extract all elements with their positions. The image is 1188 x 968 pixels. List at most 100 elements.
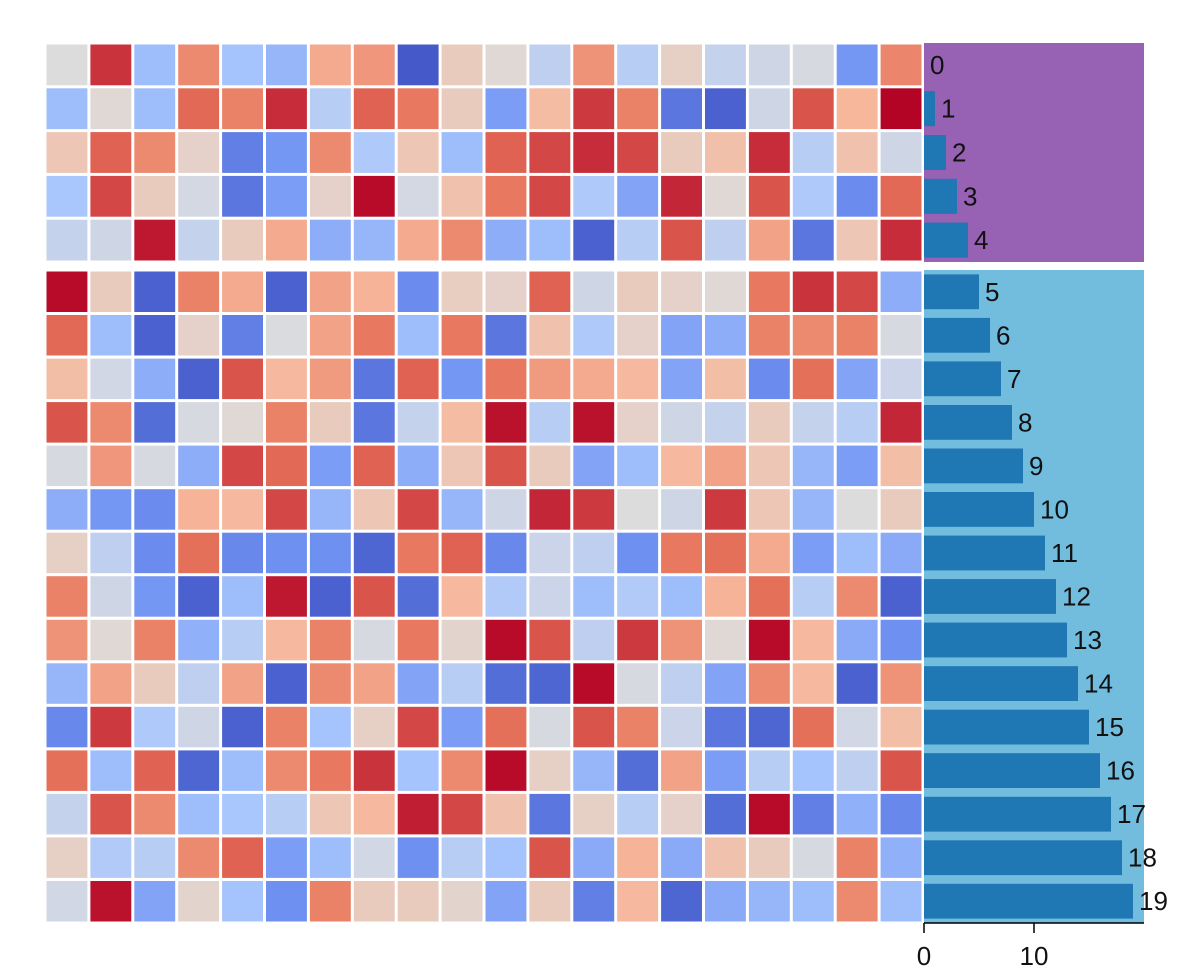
- heatmap-cell-r7-c7: [353, 358, 395, 400]
- heatmap-cell-r3-c15: [705, 175, 746, 217]
- heatmap-cell-r19-c10: [485, 881, 527, 922]
- heatmap-cell-r15-c6: [309, 706, 351, 748]
- heatmap-cell-r12-c16: [748, 576, 790, 617]
- heatmap-cell-r8-c14: [661, 402, 702, 443]
- heatmap-cell-r8-c3: [178, 402, 220, 443]
- heatmap-cell-r3-c10: [485, 175, 527, 217]
- heatmap-cell-r18-c18: [836, 837, 878, 878]
- heatmap-cell-r18-c5: [266, 837, 307, 878]
- bar-label-6: 6: [996, 320, 1010, 350]
- heatmap-cell-r13-c16: [748, 619, 790, 661]
- heatmap-cell-r10-c5: [266, 489, 307, 530]
- bar-label-18: 18: [1128, 843, 1157, 873]
- x-tick-label-10: 10: [1020, 941, 1049, 968]
- heatmap-cell-r18-c10: [485, 837, 527, 878]
- heatmap-cell-r13-c7: [353, 619, 395, 661]
- heatmap-cell-r4-c9: [441, 219, 483, 261]
- heatmap-cell-r5-c1: [90, 271, 132, 312]
- heatmap-cell-r6-c14: [661, 315, 702, 356]
- heatmap-cell-r8-c5: [266, 402, 307, 443]
- heatmap-cell-r13-c5: [266, 619, 307, 661]
- heatmap-cell-r3-c14: [661, 175, 702, 217]
- heatmap-cell-r5-c15: [705, 271, 746, 312]
- heatmap-cell-r15-c12: [573, 706, 615, 748]
- heatmap-cell-r17-c14: [661, 793, 702, 835]
- heatmap-cell-r1-c1: [90, 88, 132, 130]
- heatmap-cell-r11-c3: [178, 532, 220, 574]
- heatmap-cell-r8-c6: [309, 402, 351, 443]
- heatmap-cell-r13-c11: [529, 619, 571, 661]
- heatmap-cell-r0-c18: [836, 44, 878, 86]
- heatmap-cell-r8-c16: [748, 402, 790, 443]
- heatmap-cell-r0-c2: [134, 44, 176, 86]
- heatmap-cell-r2-c18: [836, 132, 878, 173]
- heatmap-cell-r12-c1: [90, 576, 132, 617]
- bar-12: [924, 579, 1056, 614]
- heatmap-cell-r13-c0: [46, 619, 88, 661]
- heatmap-cell-r3-c16: [748, 175, 790, 217]
- heatmap-cell-r3-c0: [46, 175, 88, 217]
- heatmap-cell-r13-c3: [178, 619, 220, 661]
- heatmap-cell-r12-c11: [529, 576, 571, 617]
- heatmap-cell-r0-c15: [705, 44, 746, 86]
- heatmap-cell-r11-c17: [792, 532, 834, 574]
- heatmap-cell-r14-c15: [705, 663, 746, 704]
- bar-15: [924, 709, 1089, 745]
- bar-7: [924, 361, 1001, 397]
- heatmap-cell-r12-c12: [573, 576, 615, 617]
- heatmap-cell-r19-c3: [178, 881, 220, 922]
- heatmap-cell-r8-c0: [46, 402, 88, 443]
- heatmap-cell-r15-c9: [441, 706, 483, 748]
- heatmap-cell-r6-c4: [222, 315, 263, 356]
- heatmap-cell-r7-c15: [705, 358, 746, 400]
- bar-1: [924, 91, 935, 127]
- bar-13: [924, 622, 1067, 658]
- heatmap-cell-r13-c9: [441, 619, 483, 661]
- heatmap-cell-r14-c6: [309, 663, 351, 704]
- bar-2: [924, 135, 946, 170]
- heatmap-cell-r5-c17: [792, 271, 834, 312]
- heatmap-cell-r12-c7: [353, 576, 395, 617]
- bar-10: [924, 492, 1034, 527]
- bar-label-2: 2: [952, 138, 966, 168]
- heatmap-cell-r1-c5: [266, 88, 307, 130]
- bar-label-10: 10: [1040, 494, 1069, 524]
- heatmap-cell-r15-c13: [617, 706, 659, 748]
- heatmap-cell-r16-c19: [880, 750, 922, 791]
- heatmap-cell-r1-c6: [309, 88, 351, 130]
- heatmap-cell-r0-c0: [46, 44, 88, 86]
- heatmap-cell-r16-c6: [309, 750, 351, 791]
- heatmap-cell-r5-c2: [134, 271, 176, 312]
- heatmap-cell-r15-c5: [266, 706, 307, 748]
- heatmap-cell-r2-c19: [880, 132, 922, 173]
- heatmap-cell-r6-c16: [748, 315, 790, 356]
- heatmap-cell-r0-c1: [90, 44, 132, 86]
- heatmap-cell-r13-c12: [573, 619, 615, 661]
- heatmap-cell-r9-c6: [309, 445, 351, 487]
- heatmap-cell-r9-c4: [222, 445, 263, 487]
- heatmap-cell-r9-c1: [90, 445, 132, 487]
- heatmap-cell-r3-c18: [836, 175, 878, 217]
- heatmap-cell-r15-c7: [353, 706, 395, 748]
- heatmap-cell-r1-c4: [222, 88, 263, 130]
- heatmap-cell-r10-c0: [46, 489, 88, 530]
- heatmap-cell-r10-c16: [748, 489, 790, 530]
- heatmap-cell-r3-c5: [266, 175, 307, 217]
- heatmap-cell-r5-c12: [573, 271, 615, 312]
- heatmap-cell-r19-c16: [748, 881, 790, 922]
- x-axis: 0 10: [917, 922, 1144, 968]
- heatmap-cell-r2-c17: [792, 132, 834, 173]
- bar-label-9: 9: [1029, 451, 1043, 481]
- heatmap-cell-r8-c10: [485, 402, 527, 443]
- bar-18: [924, 840, 1122, 876]
- heatmap-cell-r16-c8: [397, 750, 439, 791]
- heatmap-cell-r14-c2: [134, 663, 176, 704]
- heatmap-cell-r17-c9: [441, 793, 483, 835]
- heatmap-cell-r10-c4: [222, 489, 263, 530]
- heatmap-cell-r16-c16: [748, 750, 790, 791]
- heatmap-cell-r4-c17: [792, 219, 834, 261]
- bar-label-1: 1: [941, 94, 955, 124]
- heatmap-cell-r1-c17: [792, 88, 834, 130]
